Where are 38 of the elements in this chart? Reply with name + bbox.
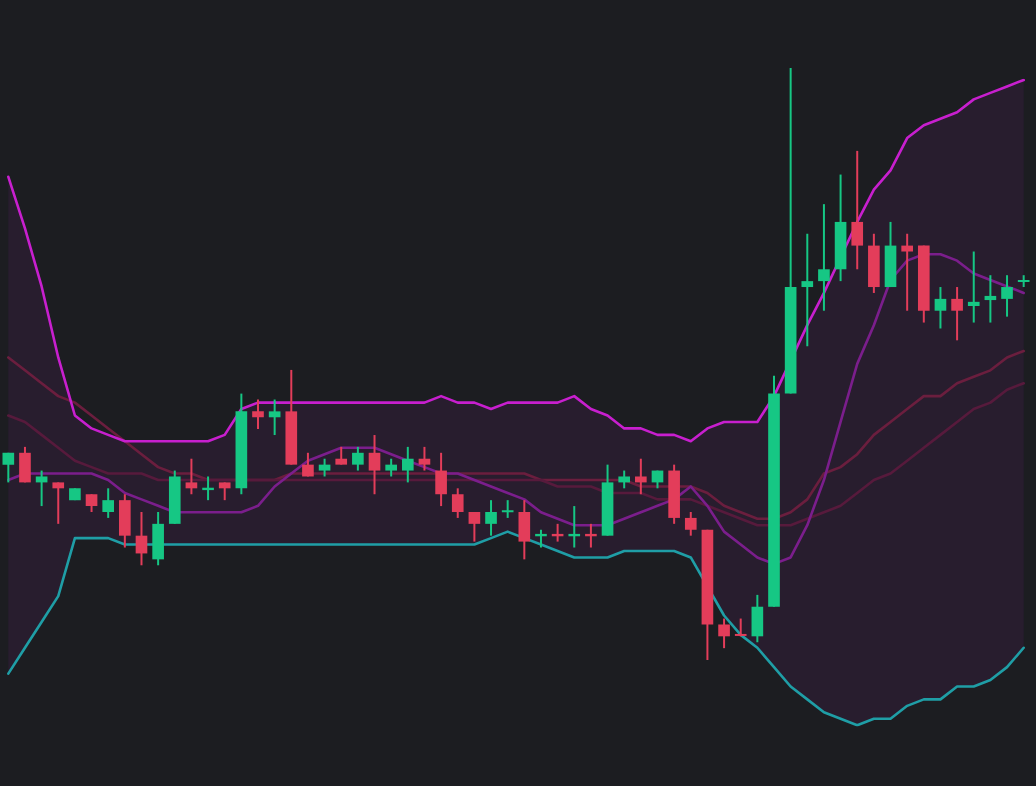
candlestick xyxy=(1001,274,1013,318)
candlestick xyxy=(635,457,647,496)
candlestick xyxy=(152,511,164,567)
candlestick xyxy=(468,511,481,543)
candlestick xyxy=(868,232,880,294)
candlestick xyxy=(418,445,431,472)
candlestick xyxy=(2,451,15,484)
candlestick xyxy=(984,274,997,324)
candlestick xyxy=(718,617,730,650)
candlestick xyxy=(52,481,65,525)
candlestick xyxy=(951,286,963,342)
candlestick xyxy=(102,487,115,519)
candlestick xyxy=(435,451,447,508)
candlestick xyxy=(967,250,980,324)
candlestick xyxy=(168,469,181,525)
candlestick xyxy=(801,232,814,348)
candlestick xyxy=(834,173,847,283)
candlestick xyxy=(352,445,364,472)
candlestick xyxy=(518,499,531,561)
candlestick xyxy=(485,499,497,537)
candlestick xyxy=(135,511,148,567)
candlestick xyxy=(368,434,381,496)
candlestick xyxy=(252,398,264,431)
candlestick xyxy=(35,469,48,508)
candlestick xyxy=(901,232,913,312)
candlestick xyxy=(884,220,897,289)
candlestick xyxy=(684,511,697,537)
candlestick xyxy=(19,445,31,484)
candlestick xyxy=(185,457,198,496)
candlestick xyxy=(851,149,864,271)
candlestick xyxy=(818,203,830,312)
candlestick xyxy=(934,286,947,330)
candlestick xyxy=(668,463,680,525)
candlestick xyxy=(751,593,764,644)
candlestick xyxy=(401,445,414,484)
candlestick xyxy=(268,398,281,437)
candlestick xyxy=(119,493,131,549)
candlestick xyxy=(451,487,464,519)
